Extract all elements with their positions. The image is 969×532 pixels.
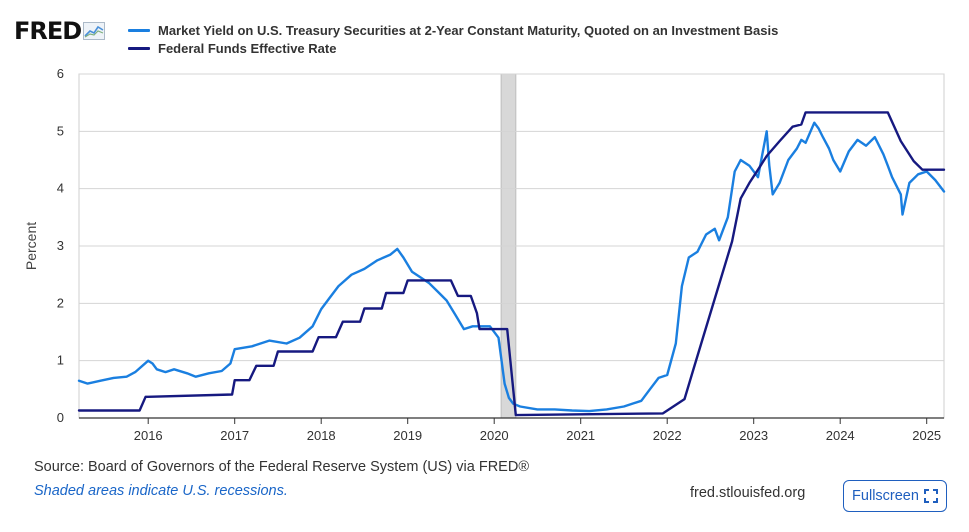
x-tick-label: 2024 bbox=[826, 428, 855, 443]
chart-legend: Market Yield on U.S. Treasury Securities… bbox=[128, 21, 778, 57]
x-tick-label: 2018 bbox=[307, 428, 336, 443]
x-tick-label: 2017 bbox=[220, 428, 249, 443]
y-axis-label: Percent bbox=[23, 222, 39, 270]
recession-note: Shaded areas indicate U.S. recessions. bbox=[34, 483, 288, 499]
y-tick-label: 3 bbox=[57, 238, 64, 253]
y-tick-label: 2 bbox=[57, 295, 64, 310]
y-tick-label: 1 bbox=[57, 353, 64, 368]
legend-item-fed-funds[interactable]: Federal Funds Effective Rate bbox=[128, 39, 778, 57]
series-line-fed-funds[interactable] bbox=[77, 111, 946, 417]
x-tick-label: 2023 bbox=[739, 428, 768, 443]
source-text: Source: Board of Governors of the Federa… bbox=[34, 459, 530, 475]
fred-graph-icon bbox=[83, 22, 106, 40]
x-tick-label: 2016 bbox=[134, 428, 163, 443]
x-tick-label: 2020 bbox=[480, 428, 509, 443]
fullscreen-button[interactable]: Fullscreen bbox=[843, 480, 947, 512]
fred-logo-text: FRED bbox=[14, 17, 82, 45]
legend-label-fed-funds: Federal Funds Effective Rate bbox=[158, 40, 337, 56]
y-tick-label: 6 bbox=[57, 66, 64, 81]
x-tick-label: 2021 bbox=[566, 428, 595, 443]
legend-item-2yr-treasury[interactable]: Market Yield on U.S. Treasury Securities… bbox=[128, 21, 778, 39]
y-tick-label: 0 bbox=[57, 410, 64, 425]
line-chart[interactable]: 0 1 2 3 4 5 6 2016 2017 2018 2019 2020 2021 2022 2023 2… bbox=[0, 0, 969, 460]
fullscreen-icon bbox=[923, 489, 938, 503]
legend-swatch-2yr-treasury bbox=[128, 28, 150, 32]
x-tick-label: 2022 bbox=[653, 428, 682, 443]
fullscreen-label: Fullscreen bbox=[852, 488, 919, 504]
x-tick-label: 2019 bbox=[393, 428, 422, 443]
y-tick-label: 4 bbox=[57, 181, 64, 196]
legend-swatch-fed-funds bbox=[128, 46, 150, 50]
site-url[interactable]: fred.stlouisfed.org bbox=[690, 485, 806, 501]
series-line-2yr-treasury[interactable] bbox=[77, 121, 946, 413]
x-tick-label: 2025 bbox=[912, 428, 941, 443]
fred-logo[interactable]: FRED bbox=[14, 16, 106, 46]
legend-label-2yr-treasury: Market Yield on U.S. Treasury Securities… bbox=[158, 22, 779, 38]
y-tick-label: 5 bbox=[57, 123, 64, 138]
